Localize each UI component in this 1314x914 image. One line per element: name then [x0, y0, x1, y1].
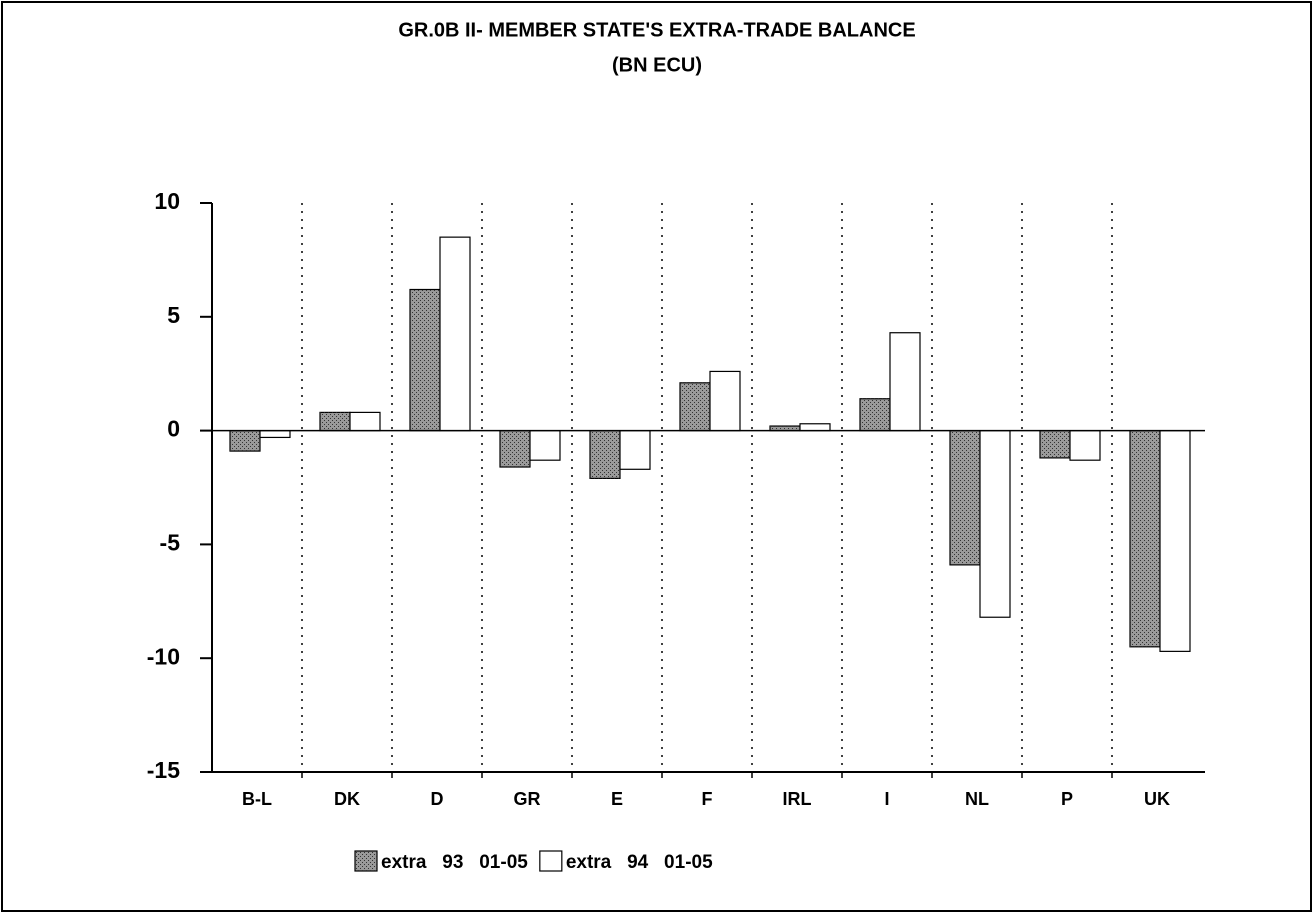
bar — [259, 430, 291, 439]
bar — [619, 430, 651, 470]
x-tick-label: DK — [334, 789, 360, 809]
bar — [439, 236, 471, 432]
legend-label: extra 93 01-05 — [381, 852, 528, 873]
x-tick-label: P — [1061, 789, 1073, 809]
y-tick-label: 5 — [167, 302, 180, 328]
chart-subtitle: (BN ECU) — [612, 54, 702, 76]
bar — [499, 430, 531, 468]
bar — [1129, 430, 1161, 648]
bar — [889, 332, 921, 432]
x-tick-label: D — [431, 789, 444, 809]
y-tick-label: 0 — [167, 416, 180, 442]
bar — [799, 423, 831, 432]
legend-label: extra 94 01-05 — [566, 852, 713, 873]
chart-title: GR.0B II- MEMBER STATE'S EXTRA-TRADE BAL… — [398, 19, 915, 41]
x-tick-label: NL — [965, 789, 989, 809]
x-tick-label: E — [611, 789, 623, 809]
x-tick-label: B-L — [242, 789, 272, 809]
bar — [949, 430, 981, 566]
bar — [1159, 430, 1191, 652]
x-tick-label: F — [702, 789, 713, 809]
bar — [529, 430, 561, 461]
x-tick-label: IRL — [783, 789, 812, 809]
legend-texture — [355, 851, 377, 871]
y-tick-label: 10 — [154, 188, 180, 214]
bar — [409, 288, 441, 432]
y-tick-label: -15 — [147, 757, 180, 783]
bar — [979, 430, 1011, 618]
y-tick-label: -10 — [147, 643, 180, 669]
legend-swatch — [539, 850, 563, 872]
bar — [349, 411, 381, 432]
bar — [1069, 430, 1101, 461]
y-tick-label: -5 — [160, 529, 181, 555]
bar — [859, 398, 891, 432]
bar — [589, 430, 621, 479]
bar — [319, 411, 351, 432]
bar — [1039, 430, 1071, 459]
x-tick-label: UK — [1144, 789, 1170, 809]
x-tick-label: I — [884, 789, 889, 809]
bar — [679, 382, 711, 432]
x-tick-label: GR — [514, 789, 541, 809]
bar — [709, 370, 741, 432]
bar — [229, 430, 261, 452]
